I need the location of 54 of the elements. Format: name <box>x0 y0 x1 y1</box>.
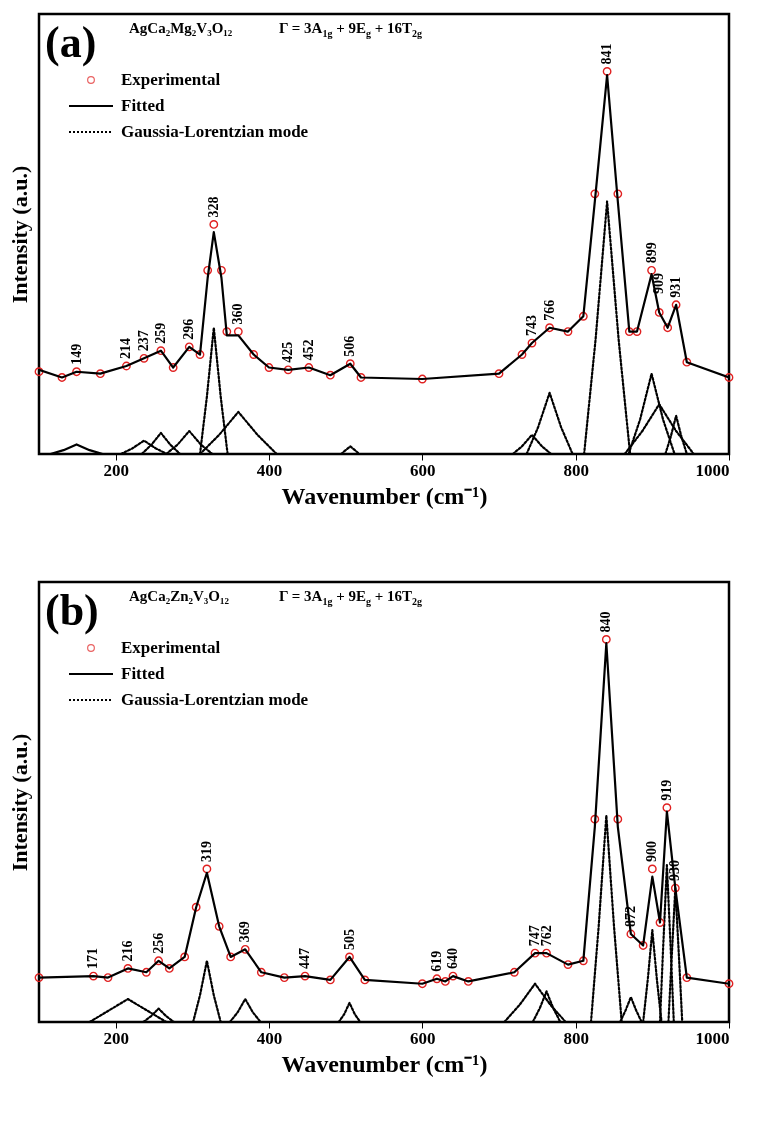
text: Γ = 3A$_{1g}$ + 9E$_{g}$ + 16T$_{2g}$ <box>279 20 422 39</box>
annotation: 619 <box>428 950 444 972</box>
x-tick-label: 1000 <box>695 1028 730 1048</box>
annotation: 505 <box>341 928 357 950</box>
annotation: 743 <box>523 315 539 337</box>
legend-label: Fitted <box>121 96 165 115</box>
legend-label: Fitted <box>121 664 165 683</box>
x-tick-label: 200 <box>103 460 129 480</box>
annotation: 919 <box>658 779 674 801</box>
x-tick-label: 600 <box>410 1028 436 1048</box>
annotation: 259 <box>152 322 168 344</box>
annotation: 899 <box>643 242 659 264</box>
x-axis-title: Wavenumber (cm⁻¹) <box>281 482 488 509</box>
annotation: 296 <box>181 318 197 340</box>
legend-label: Gaussia-Lorentzian mode <box>121 690 309 709</box>
legend-label: Experimental <box>121 638 221 657</box>
text: Γ = 3A$_{1g}$ + 9E$_{g}$ + 16T$_{2g}$ <box>279 588 422 607</box>
annotation: 149 <box>68 343 84 365</box>
annotation: 447 <box>297 948 313 970</box>
chart-title: (a) <box>45 18 97 67</box>
annotation: 931 <box>668 276 684 298</box>
annotation: 256 <box>150 932 166 954</box>
annotation: 360 <box>230 303 246 325</box>
annotation: 237 <box>136 330 152 352</box>
annotation: 762 <box>538 925 554 947</box>
x-tick-label: 400 <box>256 1028 283 1048</box>
annotation: 328 <box>205 196 221 218</box>
annotation: 171 <box>85 948 101 970</box>
annotation: 369 <box>237 921 253 943</box>
x-tick-label: 200 <box>103 1028 129 1048</box>
x-axis-title: Wavenumber (cm⁻¹) <box>281 1050 488 1077</box>
text: AgCa₂Zn₂V₃O₁₂ <box>129 588 229 605</box>
annotation: 506 <box>342 335 358 357</box>
x-tick-label: 800 <box>563 460 589 480</box>
annotation: 216 <box>119 940 135 962</box>
y-axis-title: Intensity (a.u.) <box>6 733 32 872</box>
chart-title: (b) <box>45 586 99 635</box>
x-tick-label: 400 <box>256 460 283 480</box>
text: AgCa₂Mg₂V₃O₁₂ <box>129 20 233 37</box>
annotation: 900 <box>644 840 660 862</box>
annotation: 319 <box>198 840 214 862</box>
annotation: 425 <box>280 341 296 363</box>
y-axis-title: Intensity (a.u.) <box>6 165 32 304</box>
annotation: 214 <box>118 338 134 359</box>
annotation: 766 <box>541 299 557 321</box>
annotation: 841 <box>599 43 615 65</box>
x-tick-label: 1000 <box>695 460 730 480</box>
x-tick-label: 600 <box>410 460 436 480</box>
annotation: 452 <box>300 339 316 361</box>
legend-label: Gaussia-Lorentzian mode <box>121 122 309 141</box>
legend-label: Experimental <box>121 70 221 89</box>
annotation: 840 <box>598 611 614 633</box>
annotation: 640 <box>445 948 460 970</box>
x-tick-label: 800 <box>563 1028 589 1048</box>
